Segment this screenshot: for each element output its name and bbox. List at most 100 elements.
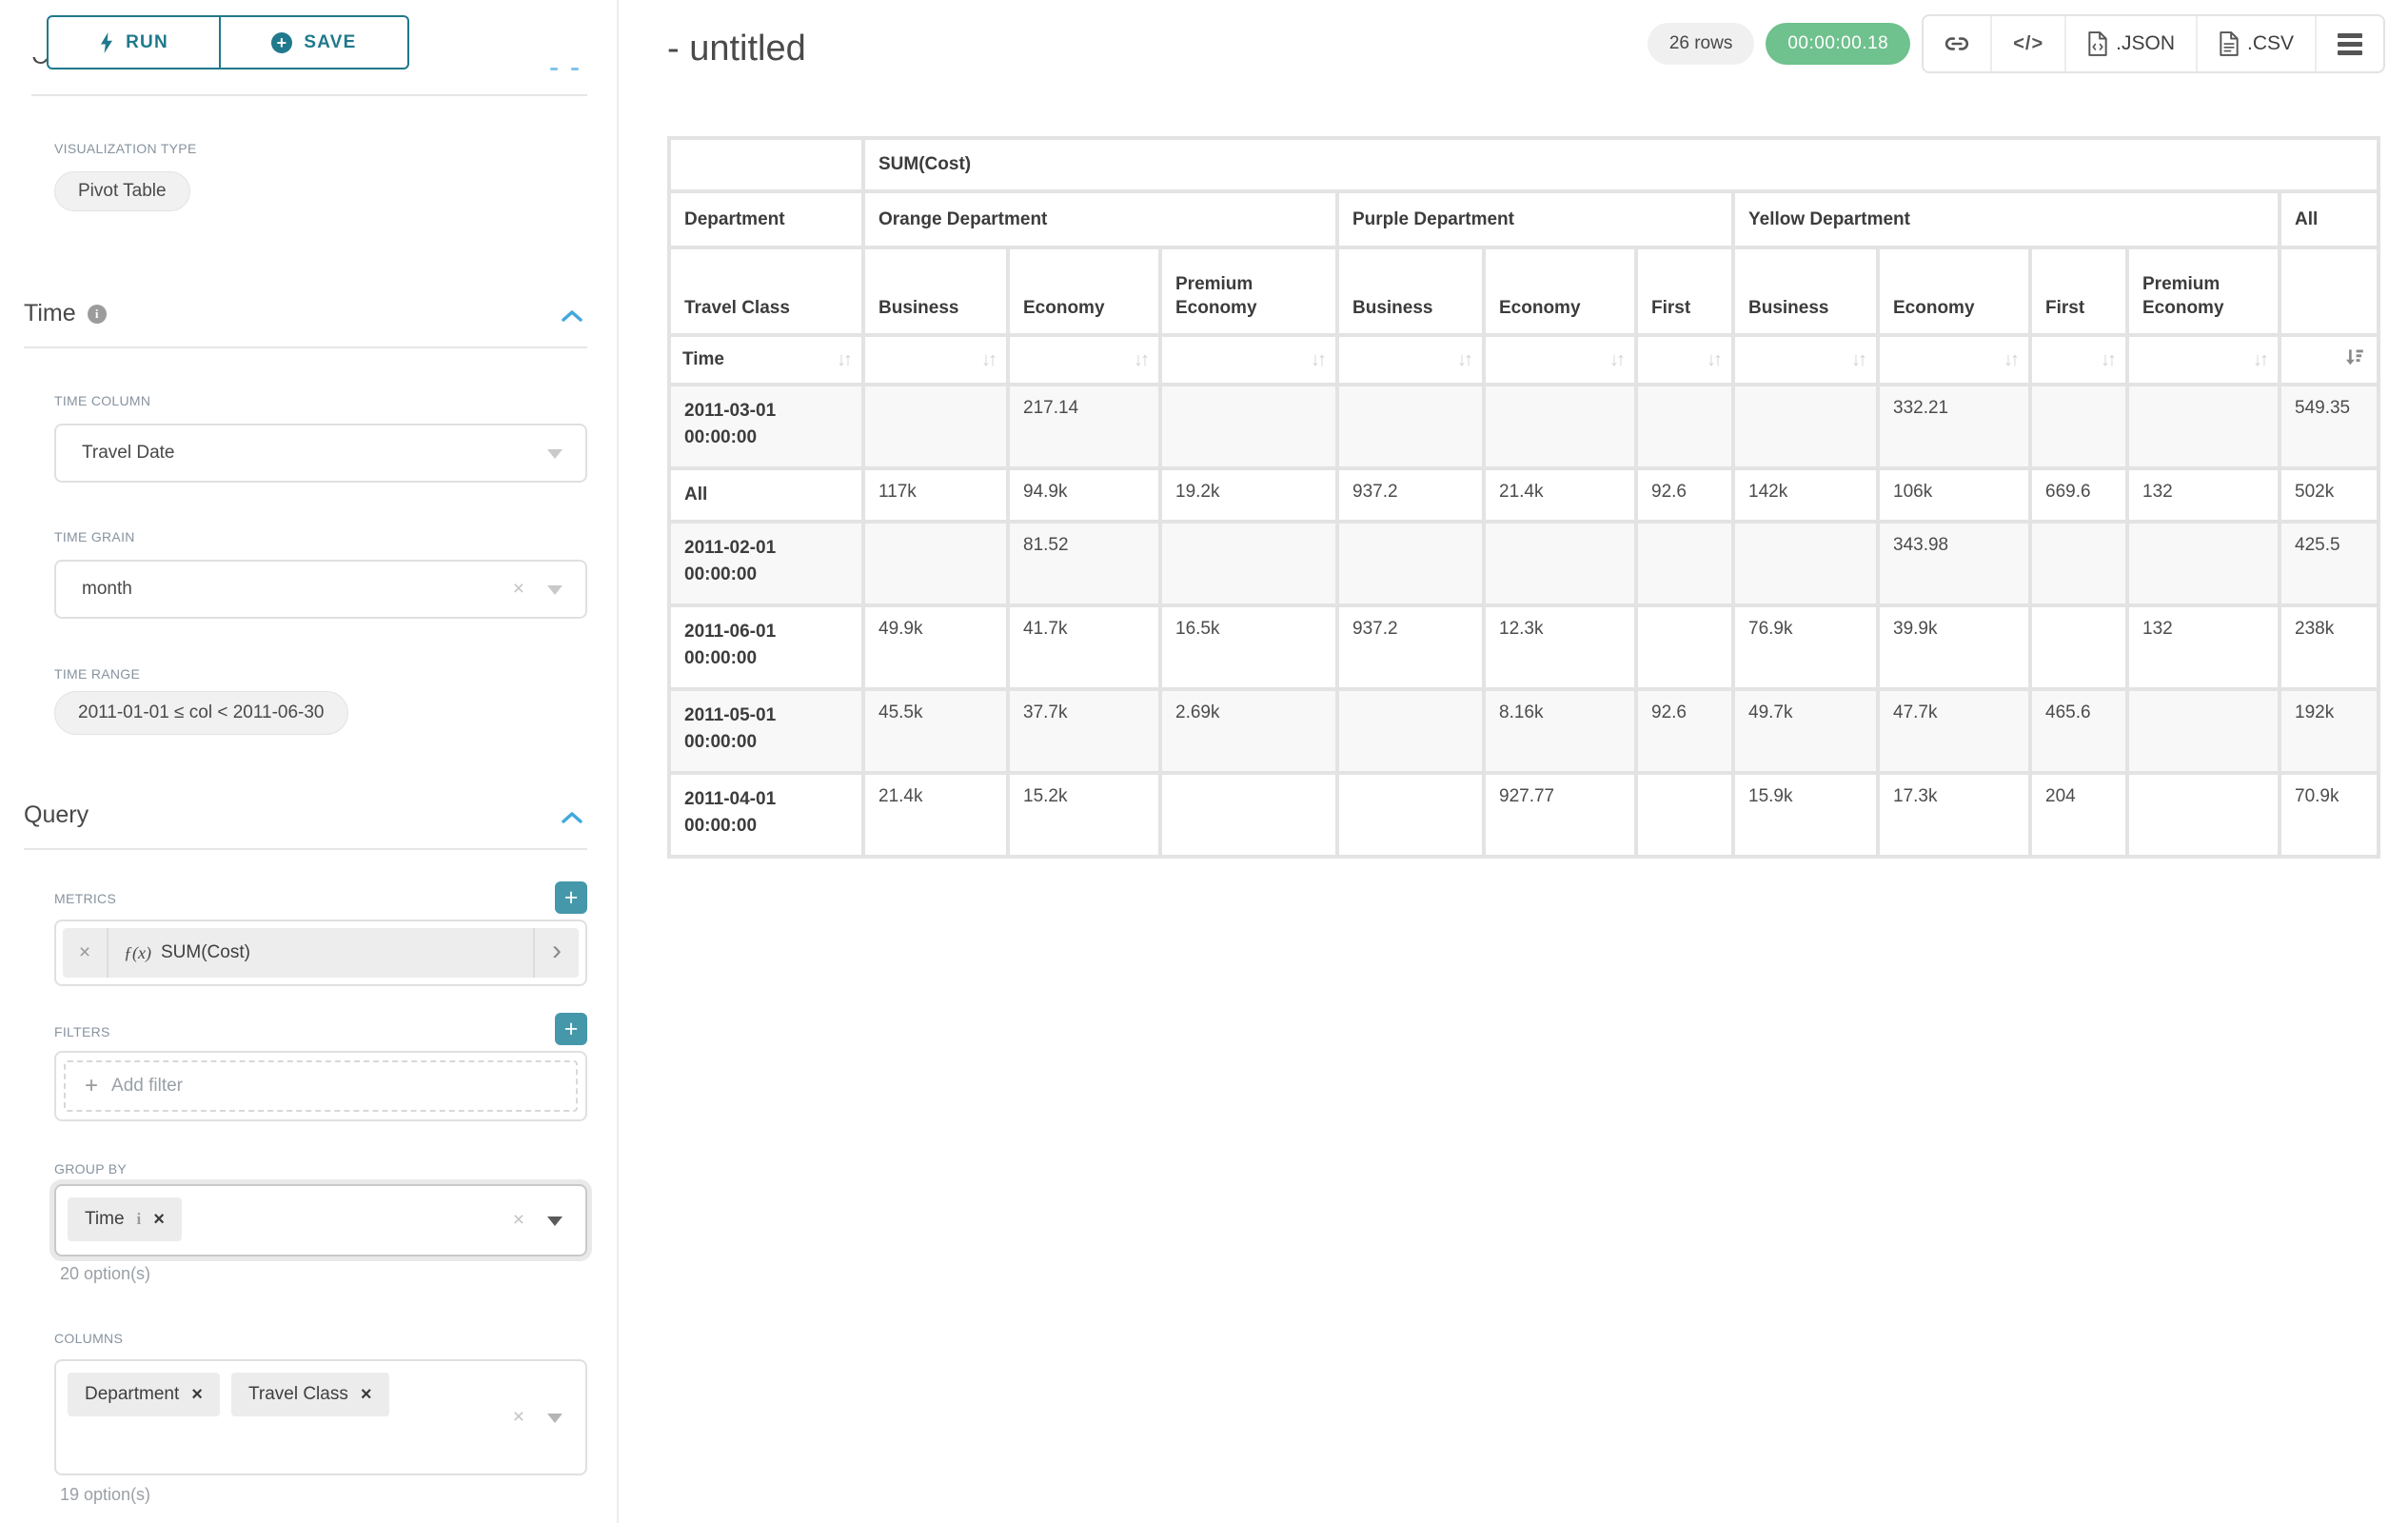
embed-code-button[interactable]: </> <box>1990 16 2064 71</box>
sort-icon[interactable]: ↓↑ <box>1311 348 1327 370</box>
column-sort-header[interactable]: ↓↑ <box>1880 337 2028 383</box>
sort-icon[interactable]: ↓↑ <box>981 348 997 370</box>
filters-box: + Add filter <box>54 1051 587 1121</box>
control-panel: RUN + SAVE Chart Type VISUALIZATION TYPE… <box>0 0 619 1523</box>
scrolled-icon-fragment <box>571 68 579 70</box>
chevron-up-icon[interactable] <box>562 309 582 323</box>
add-filter-button[interactable]: + Add filter <box>64 1060 578 1112</box>
group-by-chip[interactable]: Time i × <box>68 1197 182 1241</box>
cell: 39.9k <box>1893 619 1938 639</box>
time-column-select[interactable]: Travel Date <box>54 424 587 483</box>
chevron-up-icon[interactable] <box>562 811 582 824</box>
column-sort-header[interactable]: ↓↑ <box>1339 337 1482 383</box>
travel-class-header <box>2281 249 2377 333</box>
remove-chip-icon[interactable]: × <box>360 1384 372 1405</box>
cell: 238k <box>2295 619 2335 639</box>
add-filter-plus-button[interactable]: + <box>555 1013 587 1045</box>
corner-cell <box>671 140 861 189</box>
plus-circle-icon: + <box>271 31 293 53</box>
cell <box>2129 386 2278 466</box>
column-sort-header[interactable]: ↓↑ <box>1162 337 1335 383</box>
column-sort-header[interactable]: ↓↑ <box>1638 337 1731 383</box>
export-button-group: </> .JSON .CSV <box>1922 14 2385 73</box>
cell <box>2129 775 2278 855</box>
cell: 19.2k <box>1175 482 1220 502</box>
columns-chip[interactable]: Travel Class × <box>230 1373 389 1416</box>
cell: 217.14 <box>1023 398 1079 418</box>
remove-chip-icon[interactable]: × <box>153 1209 165 1230</box>
chart-title[interactable]: - untitled <box>667 29 806 69</box>
remove-chip-icon[interactable]: × <box>191 1384 203 1405</box>
table-row: All 117k 94.9k 19.2k 937.2 21.4k 92.6 142k 106k 6… <box>671 470 2377 520</box>
sort-icon[interactable]: ↓↑ <box>1134 348 1150 370</box>
columns-select[interactable]: Department × Travel Class × × <box>54 1359 587 1475</box>
clear-icon[interactable]: × <box>512 578 524 600</box>
time-sort-header[interactable]: Time ↓↑ <box>671 337 861 383</box>
time-section-heading: Time i <box>24 300 107 327</box>
column-sort-header[interactable]: ↓↑ <box>2032 337 2125 383</box>
cell <box>2032 607 2125 687</box>
cell: 669.6 <box>2045 482 2091 502</box>
run-button[interactable]: RUN <box>47 15 221 69</box>
sort-row: Time ↓↑ ↓↑ ↓↑ ↓↑ ↓↑ ↓↑ ↓↑ ↓↑ ↓↑ ↓↑ ↓↑ <box>671 337 2377 383</box>
columns-chip[interactable]: Department × <box>68 1373 220 1416</box>
column-sort-header[interactable]: ↓↑ <box>865 337 1006 383</box>
metric-chip[interactable]: × ƒ(x) SUM(Cost) › <box>63 928 579 978</box>
sort-desc-icon[interactable] <box>2344 346 2365 367</box>
group-by-label: GROUP BY <box>54 1161 128 1177</box>
sort-icon[interactable]: ↓↑ <box>2003 348 2020 370</box>
chevron-right-icon[interactable]: › <box>533 928 579 978</box>
time-grain-select[interactable]: month × <box>54 560 587 619</box>
sort-icon[interactable]: ↓↑ <box>1457 348 1473 370</box>
department-header-row: Department Orange Department Purple Depart… <box>671 193 2377 246</box>
travel-class-header: First <box>2045 298 2085 319</box>
sort-icon[interactable]: ↓↑ <box>1707 348 1723 370</box>
sort-icon[interactable]: ↓↑ <box>837 348 853 370</box>
menu-button[interactable] <box>2315 16 2383 71</box>
share-link-button[interactable] <box>1924 16 1990 71</box>
cell <box>1162 386 1335 466</box>
travel-class-header: Business <box>1748 298 1829 319</box>
sort-icon[interactable]: ↓↑ <box>2253 348 2269 370</box>
column-sort-header[interactable]: ↓↑ <box>1010 337 1158 383</box>
cell: 45.5k <box>878 702 923 722</box>
cell: 502k <box>2295 482 2335 502</box>
file-text-icon <box>2220 31 2239 56</box>
export-json-button[interactable]: .JSON <box>2064 16 2196 71</box>
filters-label: FILTERS <box>54 1024 110 1039</box>
info-icon[interactable]: i <box>136 1210 142 1228</box>
chevron-down-icon <box>547 1414 563 1423</box>
time-heading-text: Time <box>24 300 76 326</box>
file-code-icon <box>2088 31 2107 56</box>
chevron-down-icon <box>547 585 563 595</box>
cell: 49.9k <box>878 619 923 639</box>
department-header: Orange Department <box>878 208 1048 229</box>
export-csv-button[interactable]: .CSV <box>2195 16 2315 71</box>
chip-label: Department <box>85 1384 180 1404</box>
travel-class-header: Premium Economy <box>1175 273 1257 319</box>
cell: 15.2k <box>1023 786 1068 806</box>
viz-type-chip[interactable]: Pivot Table <box>54 171 190 211</box>
time-range-chip[interactable]: 2011-01-01 ≤ col < 2011-06-30 <box>54 691 348 735</box>
divider <box>24 848 587 850</box>
save-button[interactable]: + SAVE <box>219 15 409 69</box>
column-sort-header[interactable]: ↓↑ <box>1486 337 1634 383</box>
info-icon[interactable]: i <box>87 304 107 324</box>
cell: 937.2 <box>1352 619 1398 639</box>
sort-icon[interactable]: ↓↑ <box>1851 348 1867 370</box>
column-sort-header-active[interactable] <box>2281 337 2377 383</box>
column-sort-header[interactable]: ↓↑ <box>1735 337 1876 383</box>
cell: 142k <box>1748 482 1788 502</box>
scrolled-icon-fragment <box>550 68 558 70</box>
sort-icon[interactable]: ↓↑ <box>1609 348 1626 370</box>
add-metric-button[interactable]: + <box>555 881 587 914</box>
clear-icon[interactable]: × <box>512 1406 524 1428</box>
cell: 927.77 <box>1499 786 1555 806</box>
clear-icon[interactable]: × <box>512 1209 524 1231</box>
group-by-select[interactable]: Time i × × <box>54 1184 587 1256</box>
cell: 192k <box>2295 702 2335 722</box>
remove-metric-icon[interactable]: × <box>63 928 109 978</box>
column-sort-header[interactable]: ↓↑ <box>2129 337 2278 383</box>
metrics-label: METRICS <box>54 891 117 906</box>
sort-icon[interactable]: ↓↑ <box>2101 348 2117 370</box>
